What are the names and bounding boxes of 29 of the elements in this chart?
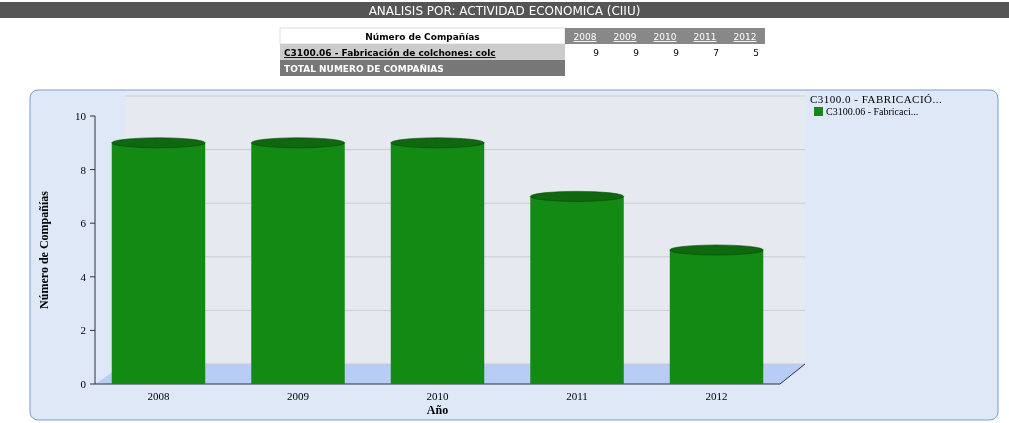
- x-tick-label: 2010: [426, 390, 449, 402]
- category-label: 2012: [733, 32, 757, 42]
- text: 9: [593, 48, 600, 58]
- y-tick-label: 0: [80, 378, 87, 390]
- x-tick-label: 2012: [705, 390, 728, 402]
- text: C3100.06 - Fabricación de colchones: colc: [284, 48, 496, 58]
- category-label: 2008: [573, 32, 597, 42]
- text: 9: [633, 48, 640, 58]
- text: 5: [753, 48, 759, 58]
- category-label: 2011: [693, 32, 717, 42]
- x-tick-label: 2011: [566, 390, 588, 402]
- text: 9: [673, 48, 680, 58]
- category-label: 2009: [613, 32, 637, 42]
- x-axis-title: Año: [426, 403, 449, 417]
- category-label: 2010: [653, 32, 677, 42]
- legend-title: C3100.0 - FABRICACIÓ...: [810, 93, 943, 105]
- x-tick-label: 2008: [147, 390, 170, 402]
- y-tick-label: 6: [80, 217, 87, 230]
- text: 7: [713, 48, 719, 58]
- x-tick-label: 2009: [286, 390, 310, 402]
- text: Número de Compañías: [365, 32, 480, 42]
- y-tick-label: 4: [80, 270, 87, 283]
- y-axis-title: Número de Compañías: [37, 190, 51, 309]
- y-tick-label: 2: [80, 324, 86, 337]
- chart-title: ANALISIS POR: ACTIVIDAD ECONOMICA (CIIU): [368, 4, 641, 18]
- legend-label: C3100.06 - Fabricaci...: [826, 106, 919, 117]
- y-tick-label: 10: [75, 110, 87, 122]
- text: TOTAL NUMERO DE COMPAÑIAS: [284, 64, 444, 74]
- y-tick-label: 8: [80, 163, 87, 176]
